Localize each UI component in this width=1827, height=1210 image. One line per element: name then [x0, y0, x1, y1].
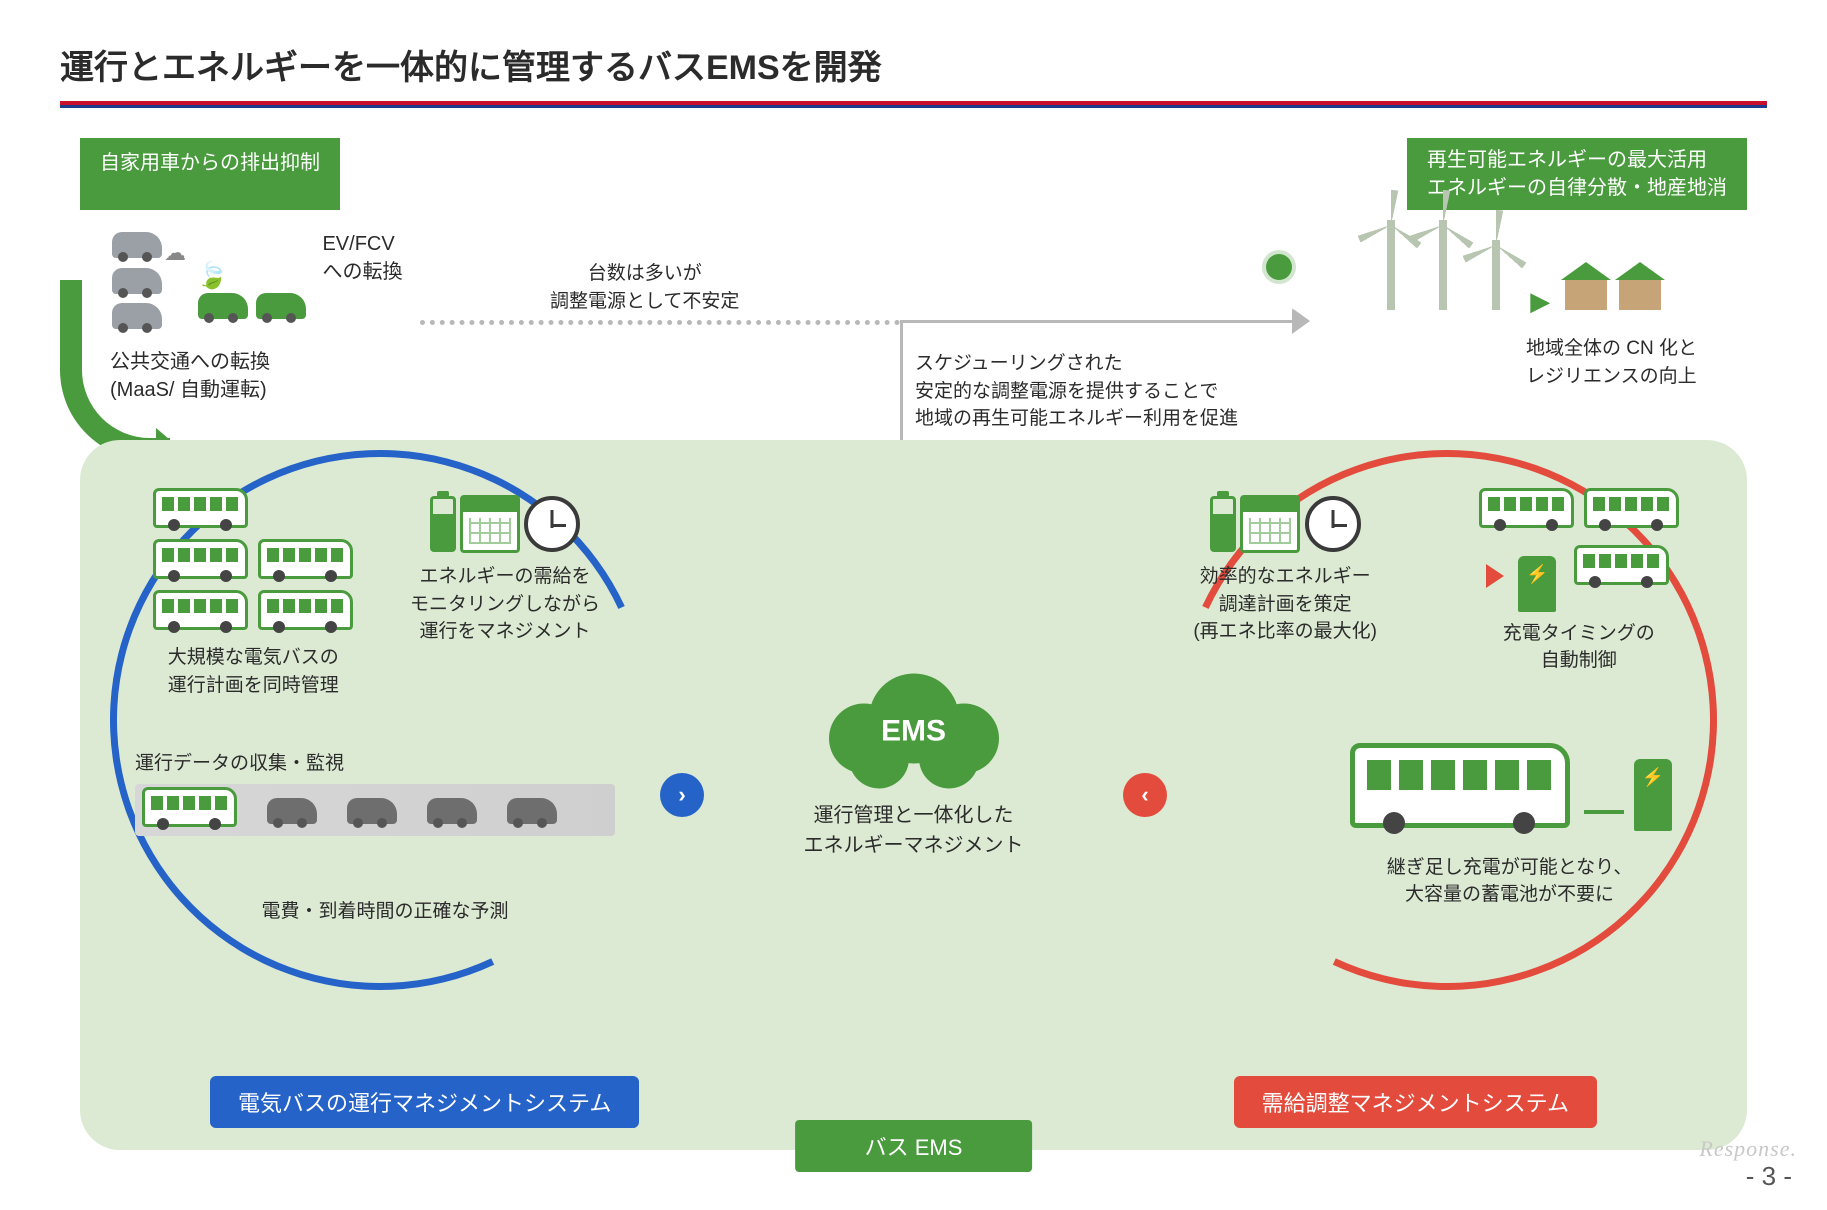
upper-area: ☁ 🍃 EV/FCV への転換 公共交通への転換 (MaaS/ 自動運転) 台数… [60, 220, 1767, 470]
left-bus-fleet: 大規模な電気バスの 運行計画を同時管理 [150, 485, 356, 699]
ev-fcv-label: EV/FCV への転換 [322, 230, 402, 286]
ems-center: EMS 運行管理と一体化した エネルギーマネジメント [804, 673, 1024, 860]
slide: 運行とエネルギーを一体的に管理するバスEMSを開発 自家用車からの排出抑制 再生… [0, 0, 1827, 1210]
red-circle [1101, 374, 1793, 1066]
car-green-icon [198, 293, 248, 319]
car-icon [112, 232, 162, 258]
leaf-icon: 🍃 [196, 260, 228, 290]
charger-icon [1634, 759, 1672, 831]
blue-system-label: 電気バスの運行マネジメントシステム [210, 1076, 639, 1128]
chevron-right-blue-icon: › [660, 773, 704, 817]
car-icon [507, 798, 557, 824]
wind-turbine-icon [1387, 220, 1395, 310]
bus-icon [153, 488, 248, 528]
bus-icon [258, 590, 353, 630]
left-monitor-group: エネルギーの需給を モニタリングしながら 運行をマネジメント [410, 495, 600, 646]
right-procurement-group: 効率的なエネルギー 調達計画を策定 (再エネ比率の最大化) [1193, 495, 1377, 646]
battery-icon [430, 496, 456, 552]
regional-label: 地域全体の CN 化と レジリエンスの向上 [1526, 335, 1697, 390]
dotted-connector [420, 320, 900, 325]
bus-icon [142, 787, 237, 827]
ems-cloud-icon: EMS [829, 673, 999, 788]
watermark: Response. [1699, 1136, 1797, 1162]
right-charge-timing-group: 充電タイミングの 自動制御 [1476, 485, 1682, 675]
red-triangle-icon [1486, 564, 1504, 588]
ems-sub-label: 運行管理と一体化した エネルギーマネジメント [804, 800, 1024, 860]
top-row: 自家用車からの排出抑制 再生可能エネルギーの最大活用 エネルギーの自律分散・地産… [80, 138, 1747, 210]
bus-icon [153, 539, 248, 579]
calendar-icon [460, 495, 520, 553]
chevron-left-red-icon: ‹ [1123, 773, 1167, 817]
bus-icon [1574, 545, 1669, 585]
procurement-label: 効率的なエネルギー 調達計画を策定 (再エネ比率の最大化) [1193, 563, 1377, 646]
right-topup-group: 継ぎ足し充電が可能となり、 大容量の蓄電池が不要に [1347, 740, 1672, 909]
blue-circle [34, 374, 726, 1066]
wind-turbine-icon [1439, 220, 1447, 310]
road-icon [135, 784, 615, 836]
solar-panel-icon [1291, 268, 1362, 310]
unstable-label: 台数は多いが 調整電源として不安定 [550, 260, 739, 315]
calendar-icon [1240, 495, 1300, 553]
house-icon [1619, 278, 1661, 310]
wind-turbine-icon [1492, 240, 1500, 310]
clock-icon [1305, 496, 1361, 552]
top-right-line1: 再生可能エネルギーの最大活用 [1427, 146, 1727, 174]
left-data-group: 運行データの収集・監視 電費・到着時間の正確な予測 [135, 750, 635, 925]
car-icon [267, 798, 317, 824]
gray-connector-v [900, 320, 903, 450]
gray-connector-h [900, 320, 1300, 323]
bus-icon [1584, 488, 1679, 528]
car-green-icon [256, 293, 306, 319]
title-underline [60, 101, 1767, 108]
scheduling-label: スケジューリングされた 安定的な調整電源を提供することで 地域の再生可能エネルギ… [915, 350, 1238, 433]
bottom-banner: バス EMS [795, 1120, 1033, 1172]
battery-icon [1210, 496, 1236, 552]
sun-icon [1266, 254, 1292, 280]
main-diagram-panel: 大規模な電気バスの 運行計画を同時管理 エネルギーの需給を モニタリングしながら… [80, 440, 1747, 1150]
clock-icon [524, 496, 580, 552]
bus-big-icon [1350, 743, 1570, 828]
topup-label: 継ぎ足し充電が可能となり、 大容量の蓄電池が不要に [1347, 854, 1672, 909]
bus-plan-label: 大規模な電気バスの 運行計画を同時管理 [150, 644, 356, 699]
data-collect-label: 運行データの収集・監視 [135, 750, 635, 778]
house-icon [1565, 278, 1607, 310]
red-system-label: 需給調整マネジメントシステム [1234, 1076, 1597, 1128]
charger-icon [1518, 556, 1556, 612]
ems-text: EMS [881, 714, 946, 748]
renewable-cluster: ▶ 地域全体の CN 化と レジリエンスの向上 [1266, 220, 1697, 390]
charge-timing-label: 充電タイミングの 自動制御 [1476, 620, 1682, 675]
prediction-label: 電費・到着時間の正確な予測 [135, 898, 635, 926]
bus-icon [1479, 488, 1574, 528]
car-icon [347, 798, 397, 824]
bus-icon [153, 590, 248, 630]
page-title: 運行とエネルギーを一体的に管理するバスEMSを開発 [60, 40, 1767, 89]
car-icon [427, 798, 477, 824]
monitoring-label: エネルギーの需給を モニタリングしながら 運行をマネジメント [410, 563, 600, 646]
top-left-banner: 自家用車からの排出抑制 [80, 138, 340, 210]
top-right-line2: エネルギーの自律分散・地産地消 [1427, 174, 1727, 202]
bus-icon [258, 539, 353, 579]
page-number: - 3 - [1746, 1161, 1792, 1192]
